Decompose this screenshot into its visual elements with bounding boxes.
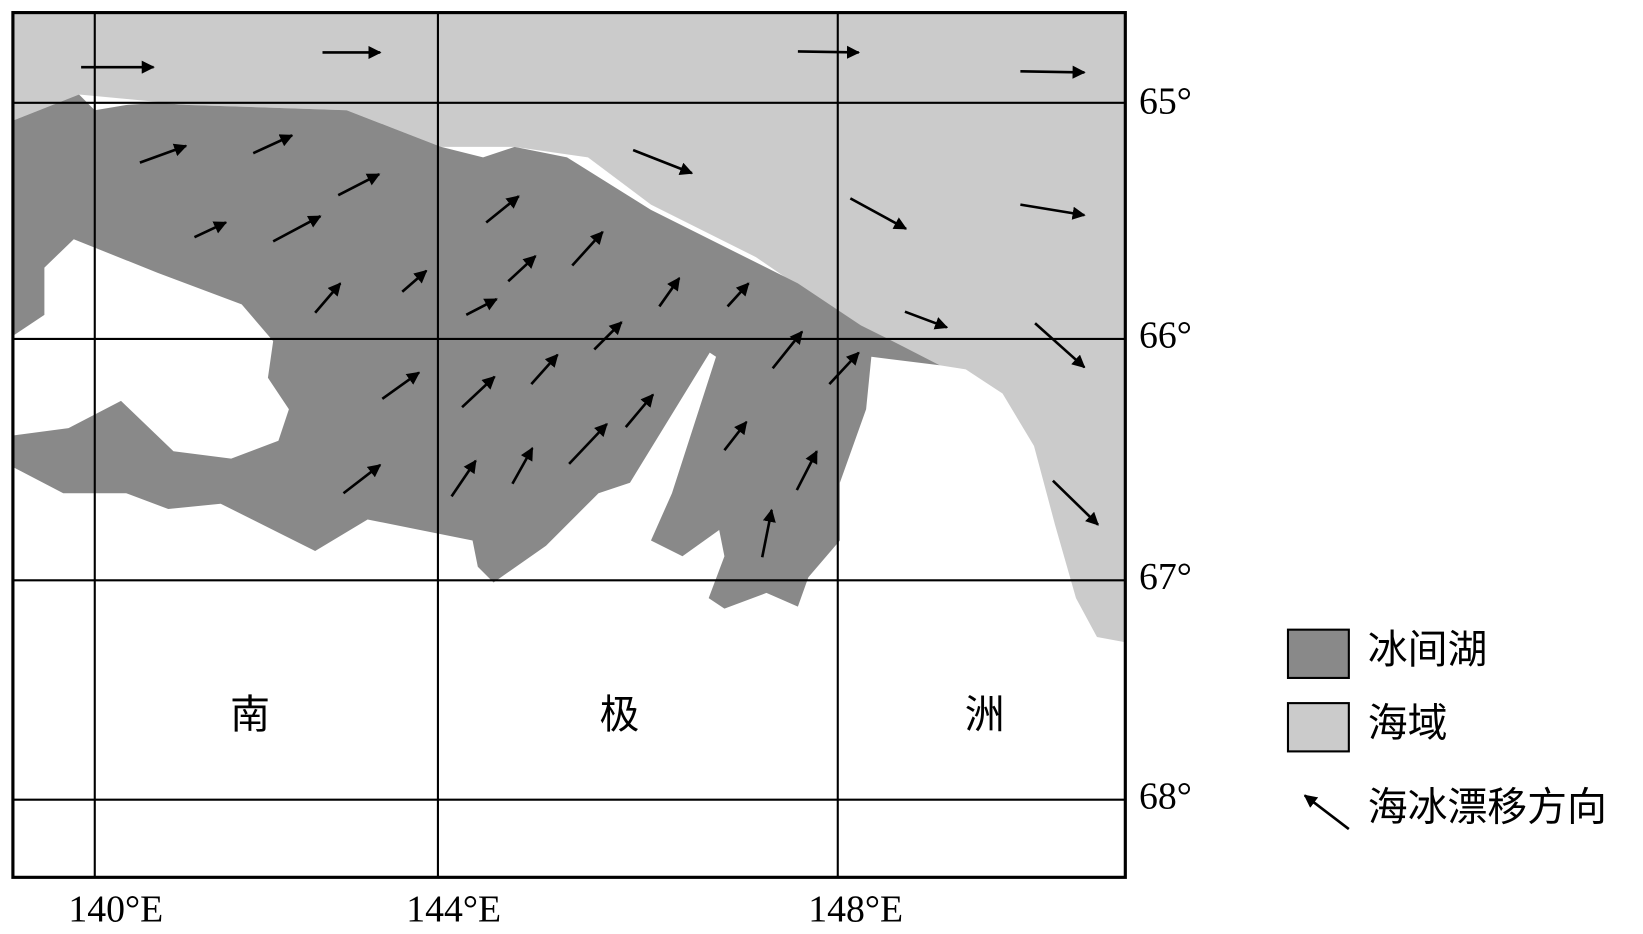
drift-arrow (658, 277, 681, 308)
region-label: 洲 (965, 692, 1005, 737)
drift-arrow (1020, 65, 1086, 79)
sea (12, 12, 1126, 643)
drift-arrow (272, 215, 322, 243)
legend-swatch (1286, 702, 1350, 753)
polynya (12, 94, 940, 609)
legend-arrow (1303, 794, 1350, 831)
legend-label: 海冰漂移方向 (1368, 784, 1607, 829)
land (12, 239, 289, 459)
drift-arrow (401, 269, 428, 293)
frame (11, 11, 1127, 879)
drift-arrow (342, 463, 382, 495)
drift-arrow (795, 450, 818, 491)
drift-arrow (511, 446, 534, 485)
legend-label: 冰间湖 (1368, 627, 1488, 672)
drift-arrow (530, 353, 559, 385)
drift-arrow (828, 351, 860, 385)
drift-arrow (904, 310, 949, 330)
region-label: 南 (230, 692, 270, 737)
drift-arrow (465, 297, 498, 316)
drift-arrow (760, 508, 776, 558)
lat-label: 66° (1139, 315, 1192, 357)
grid (12, 12, 1126, 878)
lon-label: 140°E (68, 889, 163, 931)
drift-arrow (593, 321, 623, 351)
drift-arrow (507, 255, 537, 283)
drift-arrow (139, 143, 188, 164)
drift-arrow (797, 45, 861, 59)
drift-arrow (568, 423, 608, 465)
drift-arrow (1034, 322, 1086, 369)
drift-arrow (1020, 203, 1086, 220)
drift-arrow (252, 134, 294, 155)
drift-arrows (81, 45, 1099, 558)
drift-arrow (193, 221, 228, 239)
lon-label: 144°E (406, 889, 501, 931)
drift-arrow (450, 459, 477, 498)
drift-arrow (485, 195, 520, 224)
drift-arrow (337, 173, 381, 197)
drift-arrow (723, 420, 748, 452)
lat-label: 67° (1139, 556, 1192, 598)
drift-arrow (381, 371, 421, 400)
drift-arrow (624, 393, 655, 428)
drift-arrow (314, 282, 342, 314)
legend-swatch (1286, 628, 1350, 679)
drift-arrow (461, 375, 496, 409)
lon-label: 148°E (808, 889, 903, 931)
drift-arrow (849, 197, 908, 230)
lat-label: 68° (1139, 775, 1192, 817)
region-label: 极 (600, 692, 640, 737)
drift-arrow (571, 230, 604, 267)
drift-arrow (632, 148, 694, 175)
legend-label: 海域 (1368, 700, 1448, 745)
lat-label: 65° (1139, 81, 1192, 123)
drift-arrow (726, 282, 750, 308)
drift-arrow (1051, 479, 1099, 526)
drift-arrow (771, 330, 804, 370)
